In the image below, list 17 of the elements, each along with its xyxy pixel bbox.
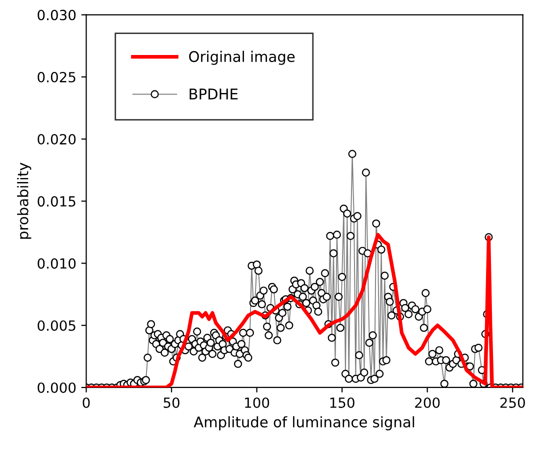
y-tick-label: 0.020 bbox=[38, 134, 76, 145]
y-tick-label: 0.030 bbox=[38, 10, 76, 20]
y-axis-title: probability bbox=[17, 162, 32, 239]
x-tick-label: 50 bbox=[164, 397, 180, 408]
y-tick-label: 0.025 bbox=[38, 72, 76, 82]
legend-label: Original image bbox=[189, 50, 295, 65]
legend-label: BPDHE bbox=[190, 88, 238, 100]
x-tick-label: 250 bbox=[500, 397, 525, 408]
y-tick-label: 0.005 bbox=[38, 320, 76, 331]
x-tick-label: 0 bbox=[82, 397, 90, 408]
y-tick-label: 0.015 bbox=[38, 196, 76, 207]
x-tick-label: 200 bbox=[415, 397, 440, 408]
x-axis-title: Amplitude of luminance signal bbox=[194, 416, 414, 430]
x-tick-label: 100 bbox=[245, 397, 270, 408]
x-tick-label: 150 bbox=[330, 397, 354, 408]
y-tick-label: 0.010 bbox=[38, 258, 76, 269]
y-tick-label: 0.000 bbox=[38, 382, 76, 393]
